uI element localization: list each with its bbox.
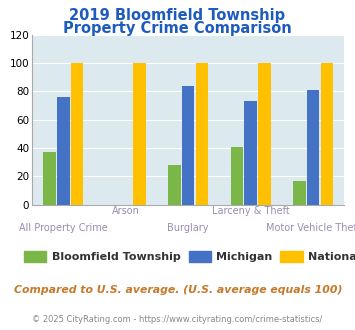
Bar [196, 63, 208, 205]
Bar [244, 101, 257, 205]
Text: Burglary: Burglary [168, 223, 209, 233]
Bar [133, 63, 146, 205]
Bar [168, 165, 181, 205]
Bar [43, 152, 56, 205]
Text: Compared to U.S. average. (U.S. average equals 100): Compared to U.S. average. (U.S. average … [14, 285, 343, 295]
Bar [57, 97, 70, 205]
Bar [182, 85, 195, 205]
Text: Arson: Arson [112, 206, 140, 216]
Legend: Bloomfield Township, Michigan, National: Bloomfield Township, Michigan, National [20, 247, 355, 267]
Bar [71, 63, 83, 205]
Bar [321, 63, 333, 205]
Bar [230, 147, 243, 205]
Text: Motor Vehicle Theft: Motor Vehicle Theft [266, 223, 355, 233]
Text: All Property Crime: All Property Crime [19, 223, 108, 233]
Text: Larceny & Theft: Larceny & Theft [212, 206, 290, 216]
Bar [307, 90, 320, 205]
Text: Property Crime Comparison: Property Crime Comparison [63, 21, 292, 36]
Bar [293, 181, 306, 205]
Text: 2019 Bloomfield Township: 2019 Bloomfield Township [70, 8, 285, 23]
Bar [258, 63, 271, 205]
Text: © 2025 CityRating.com - https://www.cityrating.com/crime-statistics/: © 2025 CityRating.com - https://www.city… [32, 315, 323, 324]
